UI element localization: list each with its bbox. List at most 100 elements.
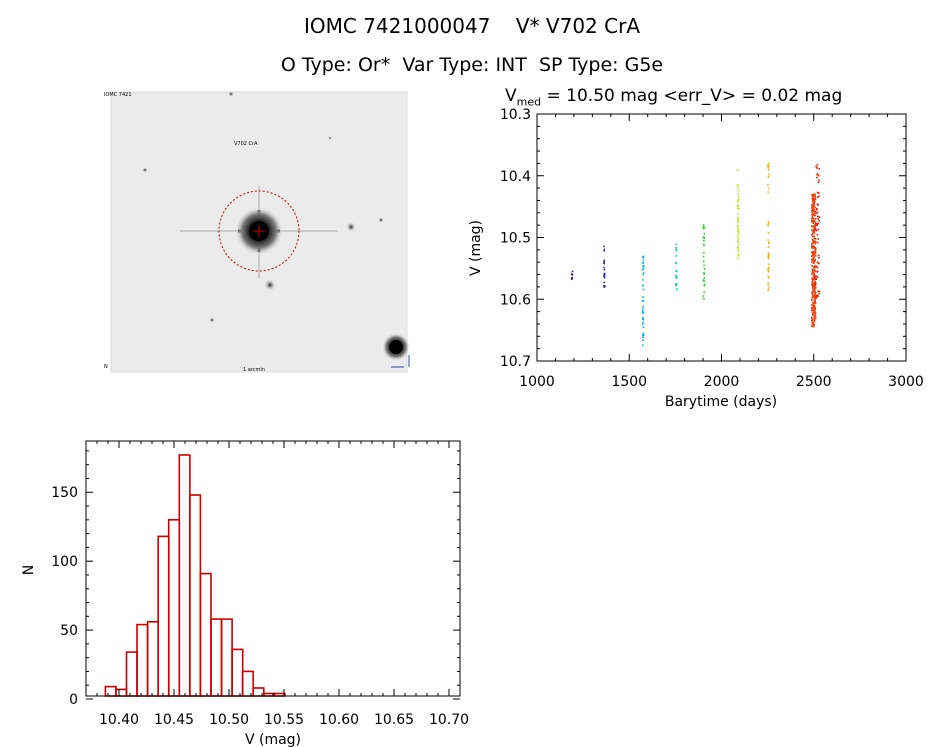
lc-point [811, 196, 814, 198]
lc-point [818, 195, 820, 198]
lc-y-tick-label: 10.6 [500, 292, 531, 308]
lc-point [737, 216, 739, 219]
lc-point [703, 284, 706, 287]
lc-point [703, 291, 705, 294]
lc-point [767, 269, 770, 271]
light-curve-points [570, 162, 821, 346]
lc-point [818, 179, 820, 182]
vmed-value: = 10.50 mag [546, 86, 659, 106]
lc-point [603, 245, 605, 248]
lc-point [812, 246, 815, 248]
lc-point [571, 274, 574, 276]
sptype-value: G5e [624, 54, 664, 76]
lc-point [767, 270, 770, 273]
lc-point [815, 212, 818, 215]
lc-point [641, 299, 644, 302]
lc-point [642, 332, 644, 335]
lc-point [813, 218, 815, 220]
lc-point [813, 278, 816, 281]
lc-point [815, 297, 818, 299]
lc-point [767, 284, 770, 286]
lc-point [813, 256, 815, 258]
lc-point [815, 265, 818, 268]
vmed-subscript: med [516, 95, 542, 109]
lc-point [813, 305, 815, 307]
lc-point [736, 236, 739, 238]
lc-point [814, 258, 816, 261]
hist-x-tick-label: 10.55 [264, 712, 304, 728]
lc-point [702, 224, 705, 226]
lc-point [818, 262, 820, 265]
lc-point [811, 304, 813, 306]
lc-point [676, 288, 678, 290]
lc-point [767, 165, 769, 168]
light-curve-title: Vmed = 10.50 mag <err_V> = 0.02 mag [505, 86, 842, 108]
lc-point [603, 248, 606, 251]
lc-point [811, 258, 813, 261]
lc-point [736, 247, 739, 249]
lc-point [702, 279, 705, 281]
lc-point [812, 210, 815, 213]
lc-point [813, 296, 816, 298]
lc-point [675, 247, 677, 249]
lc-point [814, 282, 816, 285]
lc-point [703, 264, 705, 267]
histogram-bar [189, 494, 202, 697]
lc-point [813, 252, 816, 255]
lc-point [642, 307, 644, 310]
lc-point [811, 312, 814, 314]
lc-point [737, 234, 740, 236]
lc-point [814, 206, 816, 209]
lc-point [818, 219, 820, 222]
lc-point [814, 218, 817, 220]
lc-point [814, 212, 816, 214]
lc-point [812, 275, 815, 277]
lc-point [816, 208, 818, 211]
lc-point [811, 206, 814, 209]
lc-point [817, 222, 820, 225]
lc-point [767, 187, 770, 190]
lc-point [603, 285, 605, 287]
lc-point [642, 318, 645, 320]
lc-point [814, 241, 817, 243]
lc-point [812, 221, 814, 223]
lc-point [811, 221, 813, 223]
lc-point [812, 222, 814, 224]
lc-point [814, 284, 816, 286]
lc-point [813, 277, 816, 279]
lc-point [811, 246, 814, 249]
lc-point [811, 208, 814, 211]
lc-point [812, 305, 814, 307]
lc-point [703, 298, 705, 300]
lc-point [817, 295, 819, 297]
hist-x-tick-label: 10.70 [429, 712, 469, 728]
lc-point [702, 295, 705, 297]
lc-point [642, 284, 644, 287]
lc-point [813, 274, 815, 276]
lc-point [811, 308, 814, 310]
lc-point [818, 292, 820, 295]
lc-point [814, 246, 816, 249]
lc-point [812, 253, 814, 255]
figure-title-line2: O Type: Or* Var Type: INT SP Type: G5e [0, 54, 944, 76]
lc-point [642, 334, 644, 336]
lc-point [817, 218, 819, 220]
hist-x-tick-label: 10.60 [319, 712, 359, 728]
hist-x-tick-label: 10.45 [154, 712, 194, 728]
lc-point [811, 194, 814, 197]
lc-point [813, 237, 816, 240]
lc-point [767, 239, 769, 241]
lc-point [816, 191, 819, 194]
lc-point [813, 220, 816, 222]
lc-point [675, 269, 678, 272]
lc-point [811, 293, 813, 295]
lc-point [812, 235, 814, 238]
histogram-ticks: 10.40 10.45 10.50 10.55 10.60 10.65 10.70 0 50 10… [51, 441, 469, 728]
lc-point [813, 205, 816, 208]
lc-point [816, 261, 819, 264]
lc-point [814, 250, 817, 252]
lc-point [767, 191, 769, 193]
lc-point [702, 226, 705, 228]
lc-point [702, 260, 705, 263]
lc-point [642, 344, 644, 346]
